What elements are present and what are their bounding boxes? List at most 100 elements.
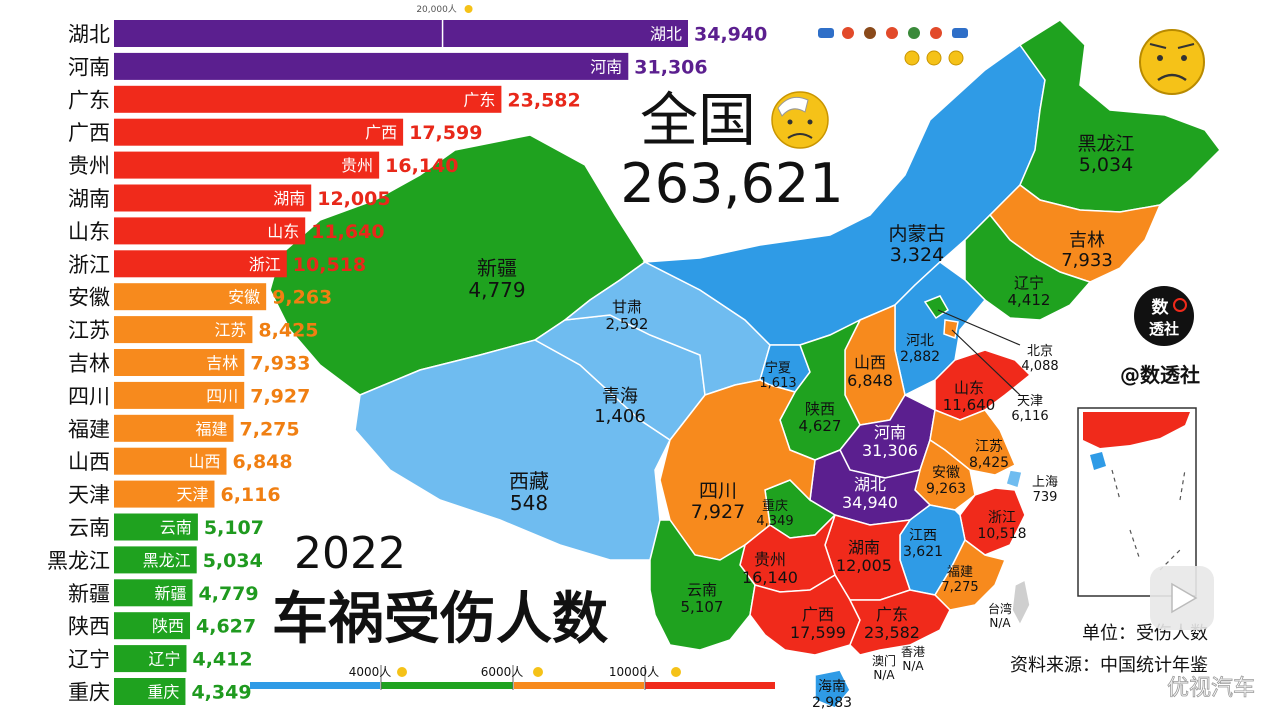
map-region-name: 四川	[699, 480, 737, 502]
bar-category-label: 广东	[68, 88, 110, 112]
legend-threshold-label: 10000人	[609, 665, 659, 679]
motorbike-icon	[864, 27, 876, 39]
map-region-value: 2,983	[812, 695, 852, 711]
bar-row: 山东 山东 11,640	[68, 217, 385, 245]
legend-segment-orange	[514, 682, 644, 689]
watermark: 优视汽车	[1167, 676, 1255, 701]
bar-value-label: 12,005	[317, 188, 390, 210]
map-region-label: 山西6,848	[847, 353, 893, 390]
bar-row: 辽宁 辽宁 4,412	[68, 645, 253, 673]
map-region-name: 新疆	[477, 256, 517, 280]
bar-inner-label: 福建	[195, 419, 227, 438]
map-region-guangdong	[848, 589, 951, 656]
map-region-label: 香港N/A	[901, 645, 925, 673]
map-region-value: 11,640	[943, 396, 996, 414]
bar	[114, 381, 245, 409]
bar-category-label: 安徽	[68, 286, 110, 310]
bar	[114, 184, 312, 212]
map-region-name: 澳门	[872, 653, 896, 668]
map-region-name: 广西	[802, 605, 834, 624]
map-region-value: 17,599	[790, 623, 846, 642]
magnifier-icon	[1173, 298, 1187, 312]
leader-line-beijing	[937, 309, 1021, 346]
bar-row: 黑龙江 黑龙江 5,034	[47, 546, 263, 574]
map-region-name: 山东	[954, 379, 984, 397]
map-region-name: 湖北	[854, 475, 886, 494]
map-region-value: 7,933	[1061, 250, 1113, 271]
legend-threshold-label: 6000人	[481, 665, 524, 679]
map-region-value: 4,412	[1008, 291, 1051, 309]
map-region-value: 1,406	[594, 406, 646, 427]
bar-row: 天津 天津 6,116	[68, 480, 281, 508]
bar-category-label: 山西	[68, 450, 110, 474]
map-region-label: 天津6,116	[1011, 394, 1048, 424]
map-region-value: 5,107	[681, 598, 724, 616]
bar-row: 新疆 新疆 4,779	[68, 579, 259, 607]
map-region-name: 辽宁	[1014, 274, 1044, 292]
bar-row: 广西 广西 17,599	[68, 118, 482, 146]
bar-inner-label: 湖南	[273, 189, 305, 208]
bar-value-label: 6,116	[220, 484, 280, 506]
bar	[114, 414, 234, 442]
map-region-name: 陕西	[805, 400, 835, 418]
map-region-label: 重庆4,349	[756, 498, 793, 529]
bar	[114, 645, 187, 673]
crash-icon	[886, 27, 898, 39]
map-region-name: 海南	[818, 679, 846, 695]
worried-face-icon	[771, 91, 829, 149]
bar-inner-label: 辽宁	[148, 650, 180, 669]
bar	[114, 612, 191, 640]
map-region-name: 湖南	[848, 538, 880, 557]
bar-category-label: 四川	[68, 384, 110, 408]
map-region-beijing	[923, 295, 949, 320]
bar-value-label: 5,107	[204, 517, 264, 539]
chart-year: 2022	[294, 528, 406, 579]
map-region-name: 河南	[874, 423, 906, 442]
map-region-name: 天津	[1017, 394, 1043, 409]
map-region-value: 7,275	[941, 580, 978, 595]
bar-row: 河南 河南 31,306	[68, 52, 708, 80]
bar-row: 广东 广东 23,582	[68, 85, 581, 113]
map-region-value: 8,425	[969, 455, 1009, 471]
map-region-value: 10,518	[978, 526, 1027, 542]
bar-inner-label: 新疆	[154, 584, 186, 603]
map-region-value: 9,263	[926, 481, 966, 497]
map-region-shanghai	[1005, 469, 1023, 489]
bar-inner-label: 贵州	[341, 156, 373, 175]
bar-category-label: 湖北	[68, 23, 110, 47]
map-region-name: 青海	[602, 386, 638, 407]
map-region-value: 4,779	[468, 278, 525, 302]
map-region-label: 新疆4,779	[468, 256, 525, 302]
map-region-value: 4,349	[756, 514, 793, 529]
brand-logo: 数 透社 @数透社	[1120, 286, 1200, 387]
map-region-name: 西藏	[509, 469, 549, 493]
bar-category-label: 吉林	[68, 352, 110, 376]
bar-row: 浙江 浙江 10,518	[68, 250, 366, 278]
bar-value-label: 23,582	[507, 89, 580, 111]
bar-row: 湖北 湖北 34,940	[68, 20, 767, 47]
bar	[114, 546, 197, 574]
bar-value-label: 11,640	[311, 221, 384, 243]
map-region-taiwan	[1011, 578, 1031, 627]
worried-face-large-icon	[1139, 29, 1205, 95]
map-region-label: 台湾N/A	[988, 601, 1012, 630]
play-button[interactable]	[1150, 566, 1214, 630]
map-region-label: 澳门N/A	[872, 653, 896, 682]
bar	[114, 283, 267, 311]
map-region-label: 甘肃2,592	[606, 298, 649, 333]
bar-row: 吉林 吉林 7,933	[68, 349, 310, 376]
map-region-value: 1,613	[759, 376, 796, 391]
bar	[114, 217, 306, 245]
map-region-name: 北京	[1027, 344, 1053, 359]
bar-inner-label: 河南	[590, 57, 622, 76]
bar-row: 贵州 贵州 16,140	[68, 151, 458, 179]
